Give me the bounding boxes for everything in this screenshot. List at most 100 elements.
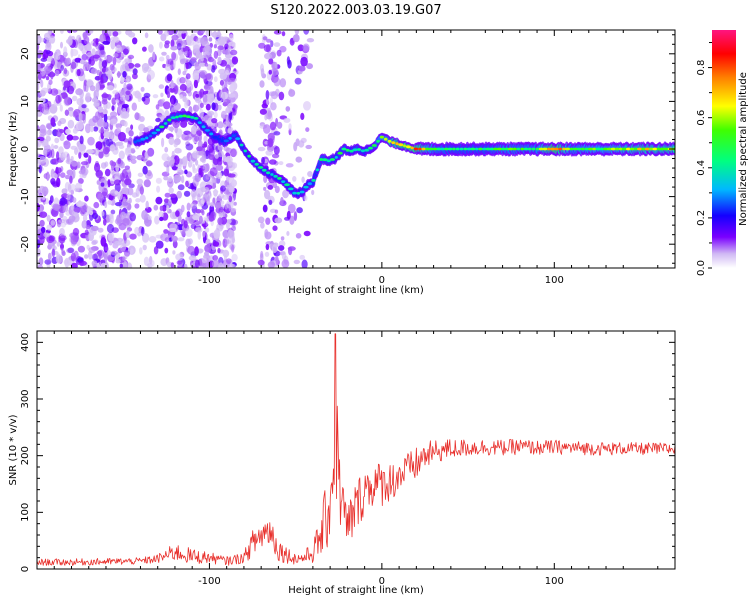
noise-mark-1857: [274, 185, 280, 194]
snr-y-label: SNR (10 * v/v): [8, 414, 19, 485]
noise-mark-298: [60, 41, 63, 49]
noise-mark-181: [76, 161, 81, 169]
noise-mark-1475: [228, 263, 236, 268]
ridge-core-544: [216, 137, 221, 141]
noise-mark-743: [100, 121, 108, 127]
ridge-core-589: [387, 139, 392, 143]
noise-mark-849: [121, 172, 125, 183]
noise-mark-826: [126, 83, 133, 90]
noise-mark-1782: [225, 106, 232, 114]
ridge-core-529: [159, 125, 165, 129]
noise-mark-806: [88, 30, 94, 34]
noise-mark-1775: [224, 157, 231, 162]
noise-mark-608: [52, 172, 58, 180]
noise-mark-611: [82, 214, 88, 222]
noise-mark-801: [107, 70, 113, 81]
noise-mark-1242: [176, 167, 182, 173]
noise-mark-502: [83, 35, 90, 45]
noise-mark-992: [163, 229, 169, 234]
noise-mark-1755: [204, 62, 209, 67]
noise-mark-1788: [198, 215, 203, 224]
ridge-core-626: [527, 147, 532, 151]
noise-mark-1760: [200, 36, 209, 45]
noise-mark-1981: [286, 210, 291, 220]
noise-mark-1676: [216, 157, 223, 167]
noise-mark-1121: [163, 198, 170, 203]
noise-mark-1877: [260, 222, 265, 229]
noise-mark-37: [113, 83, 117, 89]
noise-mark-394: [85, 123, 91, 134]
noise-mark-1699: [233, 201, 237, 206]
noise-mark-832: [124, 58, 129, 63]
noise-mark-1366: [217, 121, 224, 129]
noise-mark-972: [144, 32, 149, 39]
ridge-core-595: [410, 146, 414, 150]
noise-mark-1955: [278, 245, 285, 251]
noise-mark-1007: [147, 69, 156, 80]
noise-mark-1539: [209, 167, 218, 177]
noise-mark-1169: [185, 180, 189, 187]
noise-mark-613: [103, 218, 107, 226]
noise-mark-1178: [176, 42, 182, 51]
noise-mark-478: [97, 193, 105, 202]
noise-mark-1790: [227, 229, 235, 239]
noise-mark-1774: [231, 56, 239, 65]
noise-mark-1902: [274, 209, 279, 214]
noise-mark-890: [47, 30, 52, 38]
noise-mark-409: [104, 201, 108, 209]
noise-mark-182: [46, 214, 51, 222]
noise-mark-497: [105, 138, 114, 147]
ridge-core-635: [562, 147, 566, 151]
noise-mark-1238: [186, 211, 191, 218]
noise-mark-895: [63, 140, 71, 150]
ridge-core-549: [235, 137, 241, 141]
noise-mark-1270: [191, 125, 197, 135]
noise-mark-970: [134, 226, 140, 235]
noise-mark-829: [84, 229, 89, 236]
ridge-core-526: [148, 134, 153, 138]
noise-mark-1635: [217, 150, 224, 158]
ridge-core-550: [239, 143, 244, 147]
noise-mark-839: [115, 44, 122, 53]
noise-mark-823: [59, 197, 68, 206]
noise-mark-1926: [279, 78, 287, 88]
noise-mark-648: [72, 227, 80, 236]
noise-mark-398: [107, 232, 115, 242]
noise-mark-986: [136, 178, 144, 185]
noise-mark-1768: [208, 214, 215, 222]
snr-panel: -100 0 100 0 100 200 300 400 Height of straight…: [8, 330, 676, 596]
noise-mark-132: [93, 126, 99, 132]
ridge-core-577: [341, 147, 347, 151]
noise-mark-1932: [295, 233, 302, 239]
noise-mark-792: [86, 149, 95, 155]
ridge-core-592: [398, 143, 404, 147]
noise-mark-1953: [293, 259, 300, 265]
ridge-core-607: [455, 147, 460, 151]
noise-mark-1511: [195, 209, 202, 214]
noise-mark-452: [46, 123, 53, 130]
noise-mark-961: [161, 51, 167, 56]
noise-mark-820: [122, 64, 129, 71]
ridge-core-581: [357, 148, 362, 151]
noise-mark-770: [60, 64, 64, 71]
ridge-core-660: [656, 147, 661, 151]
noise-mark-1797: [224, 48, 231, 55]
noise-mark-945: [139, 116, 145, 122]
noise-mark-1931: [300, 112, 305, 120]
noise-mark-1784: [219, 72, 227, 80]
ridge-core-632: [549, 147, 556, 151]
noise-mark-678: [48, 79, 53, 85]
noise-mark-1644: [194, 173, 201, 183]
noise-mark-988: [142, 233, 150, 243]
noise-mark-1750: [232, 43, 236, 48]
noise-mark-1860: [262, 204, 268, 213]
noise-mark-1965: [293, 211, 298, 222]
noise-mark-1822: [266, 38, 272, 43]
noise-mark-1998: [302, 43, 310, 52]
noise-mark-908: [153, 246, 159, 255]
noise-mark-718: [85, 30, 89, 33]
noise-mark-1616: [227, 126, 234, 133]
noise-mark-879: [101, 60, 108, 69]
ridge-core-612: [475, 147, 479, 151]
